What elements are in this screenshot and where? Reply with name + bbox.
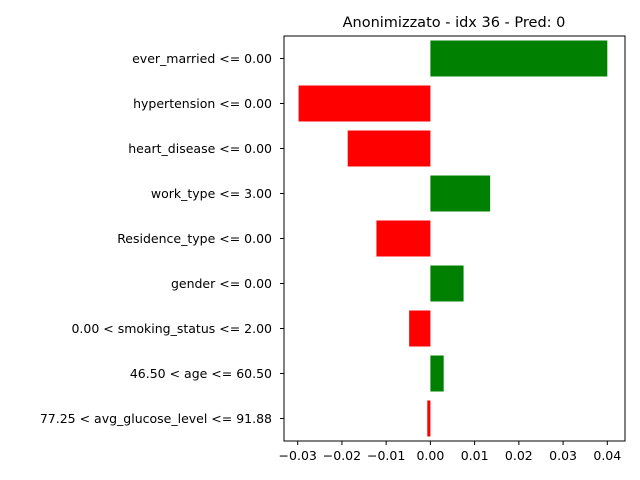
y-tick-label: heart_disease <= 0.00 [128, 141, 272, 156]
plot-frame [283, 35, 626, 442]
bar [376, 220, 431, 257]
y-tick-label: 0.00 < smoking_status <= 2.00 [71, 321, 272, 336]
bar [430, 265, 464, 302]
y-tick-label: 46.50 < age <= 60.50 [130, 366, 272, 381]
y-tick-label: Residence_type <= 0.00 [117, 231, 272, 246]
bars-group [298, 40, 608, 437]
bar [347, 130, 431, 167]
x-tick-label: −0.03 [279, 448, 317, 463]
x-tick-label: 0.01 [461, 448, 489, 463]
bar [298, 85, 431, 122]
y-axis-ticks: ever_married <= 0.00 hypertension <= 0.00… [40, 51, 284, 426]
x-tick-label: 0.04 [593, 448, 621, 463]
y-tick-label: ever_married <= 0.00 [132, 51, 272, 66]
bar [409, 310, 431, 347]
x-tick-label: −0.02 [323, 448, 361, 463]
x-tick-label: 0.02 [505, 448, 533, 463]
bar [430, 355, 444, 392]
bar [427, 400, 431, 437]
y-tick-label: gender <= 0.00 [171, 276, 272, 291]
x-axis-ticks: −0.03 −0.02 −0.01 0.00 0.01 0.02 0.03 0.04 [279, 441, 621, 463]
x-tick-label: 0.00 [416, 448, 444, 463]
chart-title: Anonimizzato - idx 36 - Pred: 0 [343, 15, 566, 31]
y-tick-label: 77.25 < avg_glucose_level <= 91.88 [40, 411, 272, 426]
x-tick-label: −0.01 [367, 448, 405, 463]
bar [430, 175, 491, 212]
x-tick-label: 0.03 [549, 448, 577, 463]
bar [430, 40, 608, 77]
y-tick-label: work_type <= 3.00 [151, 186, 272, 201]
y-tick-label: hypertension <= 0.00 [133, 96, 272, 111]
